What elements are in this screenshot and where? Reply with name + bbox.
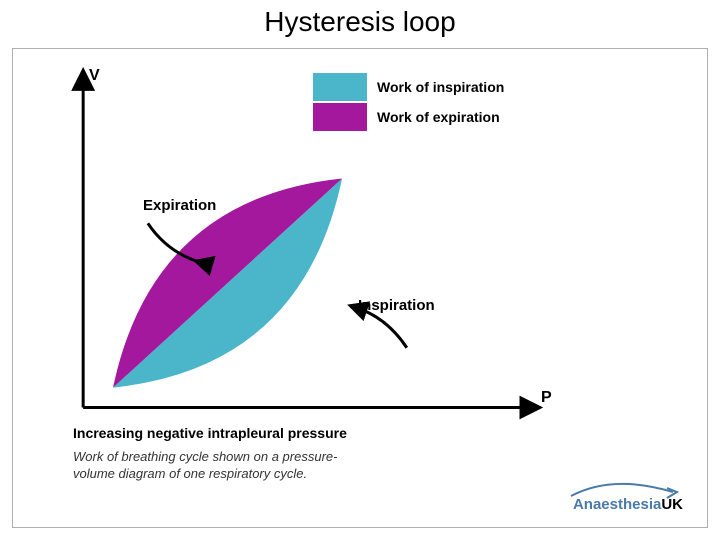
- y-axis-label: V: [89, 67, 100, 85]
- figure-caption: Work of breathing cycle shown on a press…: [73, 449, 353, 483]
- legend-swatch-expiration: [313, 103, 367, 131]
- page-title: Hysteresis loop: [0, 0, 720, 42]
- expiration-label: Expiration: [143, 197, 216, 214]
- legend-item-expiration: Work of expiration: [313, 103, 504, 131]
- brand-logo: AnaesthesiaUK: [573, 496, 683, 513]
- inspiration-label: Inspiration: [358, 297, 435, 314]
- diagram-frame: V P Expiration Inspiration Work of inspi…: [12, 48, 708, 528]
- x-axis-caption: Increasing negative intrapleural pressur…: [73, 425, 347, 441]
- legend-swatch-inspiration: [313, 73, 367, 101]
- logo-swoosh-icon: [563, 478, 683, 502]
- x-axis-label: P: [541, 389, 552, 407]
- legend: Work of inspiration Work of expiration: [313, 73, 504, 133]
- legend-label: Work of expiration: [377, 109, 500, 125]
- legend-item-inspiration: Work of inspiration: [313, 73, 504, 101]
- legend-label: Work of inspiration: [377, 79, 504, 95]
